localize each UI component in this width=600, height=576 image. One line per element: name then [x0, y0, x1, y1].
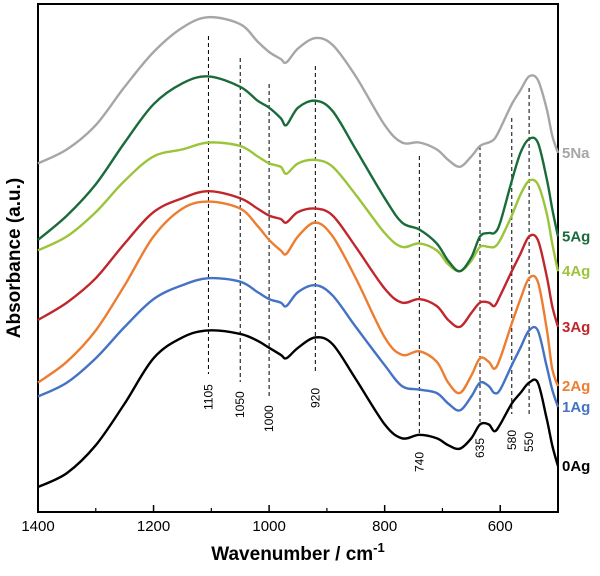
series-label-0Ag: 0Ag — [562, 458, 590, 475]
x-tick-label: 1200 — [137, 518, 170, 535]
y-axis-title: Absorbance (a.u.) — [4, 178, 25, 338]
x-axis-ticks: 1400 1200 1000 800 600 — [21, 505, 559, 535]
series-label-5Na: 5Na — [562, 145, 590, 162]
series-line-2Ag — [37, 200, 560, 395]
series-line-0Ag — [37, 329, 560, 489]
series-layer — [37, 15, 560, 489]
plot-frame — [37, 3, 559, 513]
annotation-label: 635 — [473, 438, 487, 458]
x-tick-label: 1400 — [21, 518, 54, 535]
series-label-4Ag: 4Ag — [562, 263, 590, 280]
annotation-label: 1000 — [262, 405, 276, 432]
x-tick-label: 800 — [372, 518, 397, 535]
series-line-3Ag — [37, 190, 560, 329]
series-line-5Na — [37, 15, 560, 169]
series-label-1Ag: 1Ag — [562, 399, 590, 416]
x-axis-title-text: Wavenumber / cm — [211, 544, 373, 565]
series-label-3Ag: 3Ag — [562, 319, 590, 336]
series-line-1Ag — [37, 276, 560, 412]
x-tick-label: 600 — [488, 518, 513, 535]
x-tick-label: 1000 — [252, 518, 285, 535]
series-label-2Ag: 2Ag — [562, 378, 590, 395]
annotation-label: 920 — [308, 388, 322, 408]
x-axis-title-sup: -1 — [373, 540, 385, 555]
series-line-5Ag — [37, 75, 560, 273]
series-labels: 0Ag 1Ag 2Ag 3Ag 4Ag 5Ag 5Na — [562, 145, 590, 475]
annotation-layer: 1105 1050 1000 920 740 635 580 550 — [201, 36, 536, 472]
x-axis-title: Wavenumber / cm-1 — [211, 540, 384, 565]
annotation-label: 550 — [522, 432, 536, 452]
series-label-5Ag: 5Ag — [562, 228, 590, 245]
annotation-label: 580 — [505, 430, 519, 450]
annotation-label: 740 — [412, 452, 426, 472]
annotation-label: 1050 — [233, 391, 247, 418]
series-line-4Ag — [37, 141, 560, 273]
annotation-label: 1105 — [201, 384, 215, 410]
